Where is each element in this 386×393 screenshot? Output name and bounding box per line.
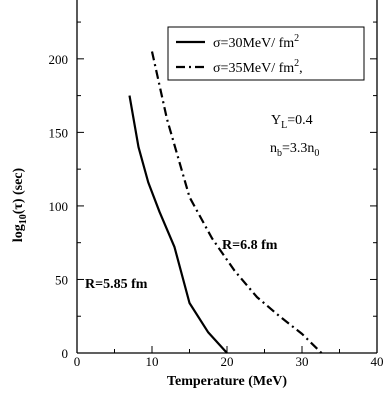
x-tick-label: 0 xyxy=(74,354,81,369)
series-line-1 xyxy=(128,95,228,354)
legend: σ=30MeV/ fm2 σ=35MeV/ fm2, xyxy=(167,26,365,81)
y-tick-label: 150 xyxy=(49,125,69,140)
annotation-yl: YL=0.4 xyxy=(271,113,313,131)
y-axis-label: log10(τ) (sec) xyxy=(11,167,29,242)
y-tick-label: 50 xyxy=(55,272,68,287)
x-tick-label: 10 xyxy=(146,354,159,369)
legend-label-series-1: σ=30MeV/ fm2 xyxy=(213,33,299,51)
annotation-radius-1: R=5.85 fm xyxy=(85,277,148,292)
x-tick-label: 30 xyxy=(296,354,309,369)
series-line-2 xyxy=(150,51,323,354)
y-tick-label: 0 xyxy=(62,346,69,361)
ticks: 0 10 20 30 40 0 50 100 150 200 xyxy=(49,21,384,369)
legend-label-series-2: σ=35MeV/ fm2, xyxy=(213,58,303,76)
y-tick-label: 200 xyxy=(49,52,69,67)
x-axis-label: Temperature (MeV) xyxy=(167,374,287,389)
annotation-radius-2: R=6.8 fm xyxy=(222,238,278,253)
x-tick-label: 20 xyxy=(221,354,234,369)
annotation-nb: nb=3.3n0 xyxy=(270,141,319,159)
x-tick-label: 40 xyxy=(371,354,384,369)
legend-box xyxy=(167,26,365,81)
y-tick-label: 100 xyxy=(49,199,69,214)
series-lines xyxy=(128,51,323,354)
